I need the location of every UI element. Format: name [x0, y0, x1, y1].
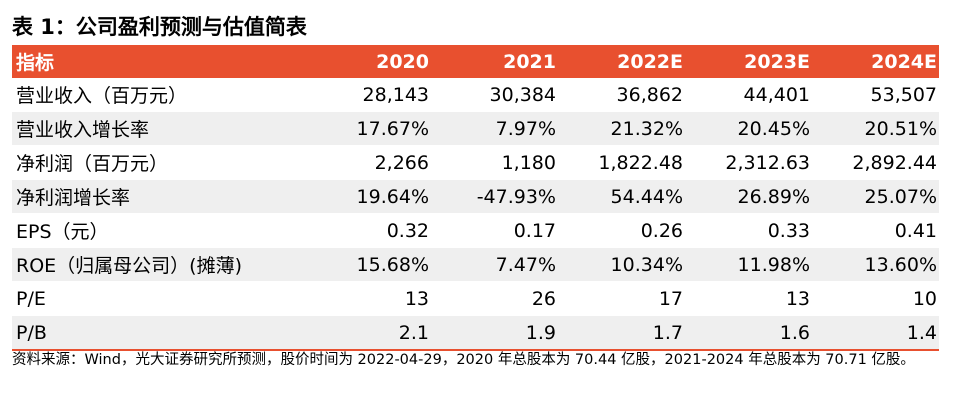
- table-cell: 21.32%: [558, 111, 685, 146]
- table-cell: 28,143: [304, 78, 431, 112]
- table-cell: 15.68%: [304, 247, 431, 282]
- row-label: P/E: [12, 281, 304, 316]
- table-cell: 25.07%: [812, 179, 939, 214]
- table-row: EPS（元） 0.32 0.17 0.26 0.33 0.41: [12, 213, 939, 248]
- table-cell: 1.4: [812, 315, 939, 351]
- table-cell: 2.1: [304, 315, 431, 351]
- table-cell: -47.93%: [431, 179, 558, 214]
- table-cell: 26.89%: [685, 179, 812, 214]
- table-cell: 0.32: [304, 213, 431, 248]
- table-cell: 2,312.63: [685, 145, 812, 180]
- table-cell: 26: [431, 281, 558, 316]
- table-row: P/B 2.1 1.9 1.7 1.6 1.4: [12, 315, 939, 351]
- header-2022e: 2022E: [558, 45, 685, 78]
- row-label: 营业收入增长率: [12, 111, 304, 146]
- header-2023e: 2023E: [685, 45, 812, 78]
- table-cell: 30,384: [431, 78, 558, 112]
- table-cell: 11.98%: [685, 247, 812, 282]
- row-label: 净利润增长率: [12, 179, 304, 214]
- table-cell: 1.9: [431, 315, 558, 351]
- table-cell: 53,507: [812, 78, 939, 112]
- table-row: 营业收入增长率 17.67% 7.97% 21.32% 20.45% 20.51…: [12, 111, 939, 146]
- row-label: EPS（元）: [12, 213, 304, 248]
- table-cell: 13: [685, 281, 812, 316]
- table-row: 营业收入（百万元） 28,143 30,384 36,862 44,401 53…: [12, 78, 939, 112]
- table-cell: 10.34%: [558, 247, 685, 282]
- table-cell: 2,892.44: [812, 145, 939, 180]
- header-indicator: 指标: [12, 45, 304, 78]
- table-cell: 19.64%: [304, 179, 431, 214]
- table-cell: 36,862: [558, 78, 685, 112]
- table-cell: 0.17: [431, 213, 558, 248]
- table-row: ROE（归属母公司）(摊薄) 15.68% 7.47% 10.34% 11.98…: [12, 247, 939, 282]
- table-cell: 13: [304, 281, 431, 316]
- row-label: 净利润（百万元）: [12, 145, 304, 180]
- table-row: 净利润（百万元） 2,266 1,180 1,822.48 2,312.63 2…: [12, 145, 939, 180]
- table-cell: 20.51%: [812, 111, 939, 146]
- header-2021: 2021: [431, 45, 558, 78]
- earnings-forecast-table: 指标 2020 2021 2022E 2023E 2024E 营业收入（百万元）…: [12, 45, 939, 351]
- table-cell: 44,401: [685, 78, 812, 112]
- table-cell: 10: [812, 281, 939, 316]
- table-cell: 1,180: [431, 145, 558, 180]
- table-cell: 54.44%: [558, 179, 685, 214]
- row-label: 营业收入（百万元）: [12, 78, 304, 112]
- row-label: ROE（归属母公司）(摊薄): [12, 247, 304, 282]
- table-cell: 13.60%: [812, 247, 939, 282]
- table-row: 净利润增长率 19.64% -47.93% 54.44% 26.89% 25.0…: [12, 179, 939, 214]
- table-title: 表 1：公司盈利预测与估值简表: [12, 15, 307, 39]
- table-cell: 1.7: [558, 315, 685, 351]
- row-label: P/B: [12, 315, 304, 351]
- table-header-row: 指标 2020 2021 2022E 2023E 2024E: [12, 45, 939, 78]
- table-cell: 0.26: [558, 213, 685, 248]
- table-cell: 0.33: [685, 213, 812, 248]
- source-note: 资料来源：Wind，光大证券研究所预测，股价时间为 2022-04-29，202…: [12, 352, 915, 368]
- table-cell: 17.67%: [304, 111, 431, 146]
- table-cell: 2,266: [304, 145, 431, 180]
- table-cell: 17: [558, 281, 685, 316]
- table-row: P/E 13 26 17 13 10: [12, 281, 939, 316]
- table-cell: 7.97%: [431, 111, 558, 146]
- table-cell: 1,822.48: [558, 145, 685, 180]
- table-cell: 1.6: [685, 315, 812, 351]
- table-cell: 7.47%: [431, 247, 558, 282]
- table-cell: 0.41: [812, 213, 939, 248]
- header-2024e: 2024E: [812, 45, 939, 78]
- header-2020: 2020: [304, 45, 431, 78]
- table-cell: 20.45%: [685, 111, 812, 146]
